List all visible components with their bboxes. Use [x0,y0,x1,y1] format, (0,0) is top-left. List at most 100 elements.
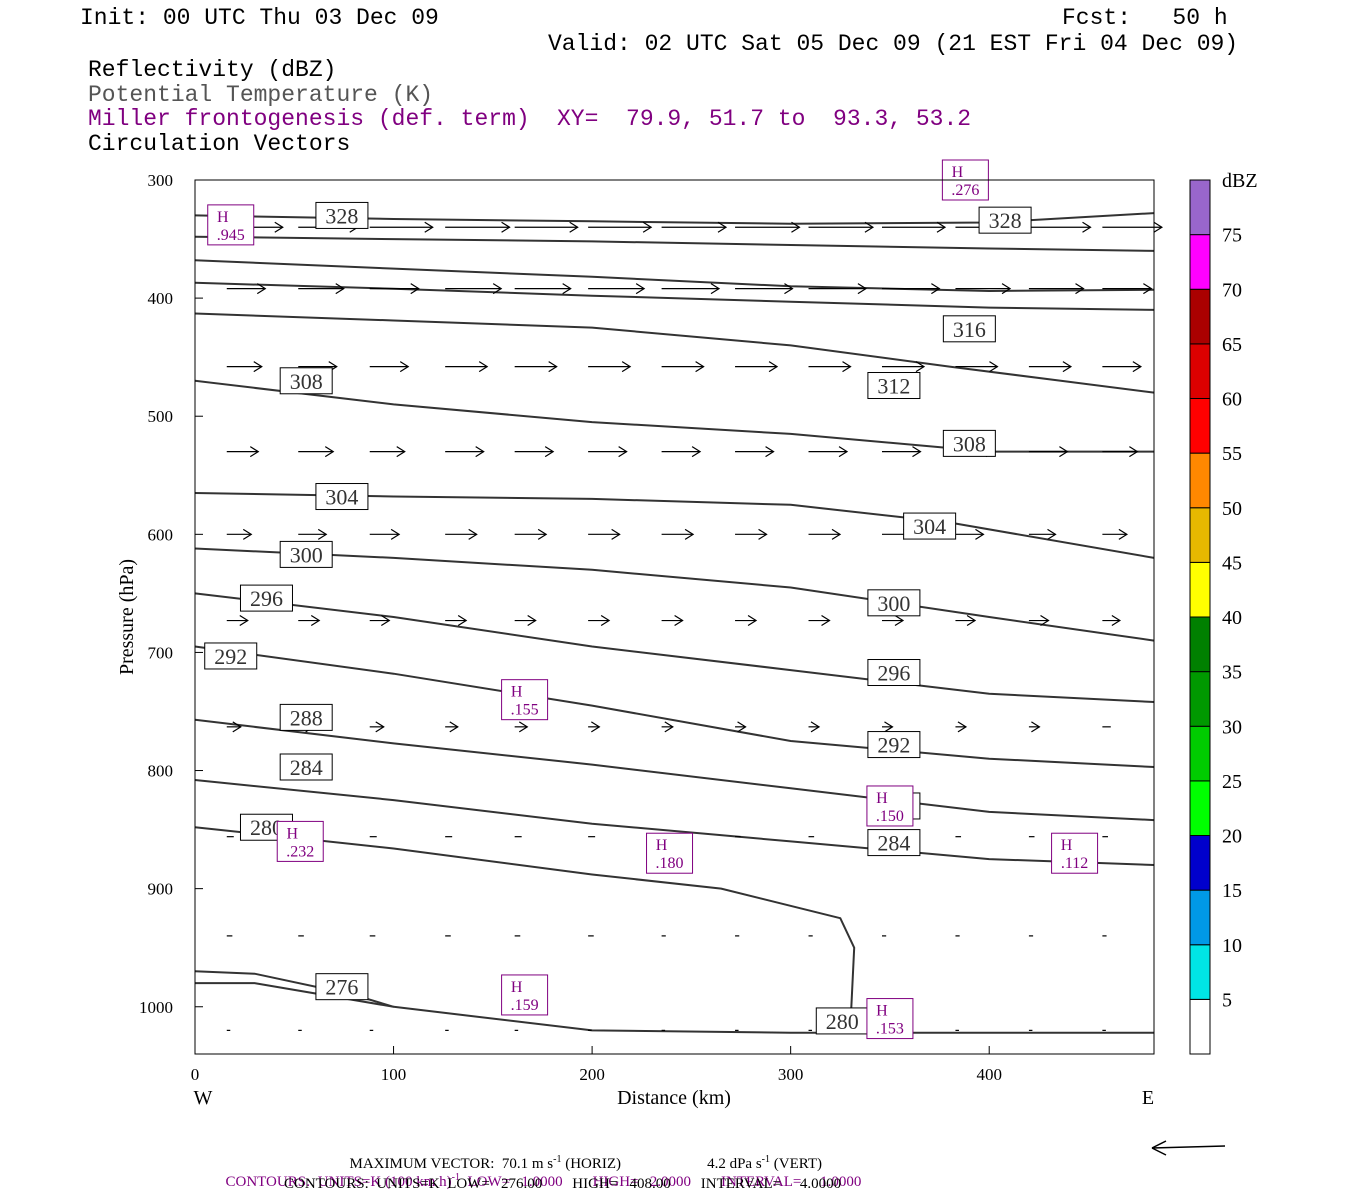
contour-label-box-0-0 [315,201,369,229]
vector-head-0-2 [424,221,434,233]
vector-head-1-4 [562,283,572,295]
colorbar-label-5: 30 [1222,716,1242,738]
x-axis-label: Distance (km) [617,1087,731,1109]
max-vector-horiz-sup: -1 [553,1154,562,1165]
vector-head-1-2 [410,283,420,295]
fronto-max-value-6: .112 [1061,855,1088,872]
theta-contour-7 [194,547,1155,642]
vector-head-3-9 [912,446,922,458]
vector-head-4-5 [611,528,621,540]
contour-label-box-4-0 [942,315,996,343]
fronto-max-value-5: .180 [656,855,684,872]
colorbar-label-12: 65 [1222,334,1242,356]
vector-head-2-10 [989,361,999,373]
fronto-contour-range: LOW= 1.0000 HIGH= 2.0000 INTERVAL= 1.000… [459,1174,862,1190]
colorbar-label-4: 25 [1222,771,1242,793]
vector-head-2-5 [621,361,632,373]
theta-contour-10 [194,718,1155,822]
vector-head-3-1 [324,446,335,458]
vector-head-4-12 [1118,528,1129,540]
colorbar-cell-14 [1189,179,1211,236]
theta-contour-2 [194,259,1155,293]
colorbar-label-14: 75 [1222,225,1242,247]
fronto-max-type-7: H [511,979,523,996]
fronto-max-value-1: .276 [951,182,979,199]
vector-head-5-11 [1040,615,1050,627]
vector-head-5-7 [747,615,758,627]
vector-head-3-11 [1059,446,1069,458]
vector-head-0-6 [717,221,728,233]
y-tick-label-7: 1000 [139,998,173,1017]
fronto-max-value-2: .155 [511,702,539,719]
axes: 0 100 200 300 400 300 400 500 600 700 800 900 1000 [139,171,1002,1084]
vector-head-4-1 [317,528,328,540]
fronto-max-value-3: .150 [876,808,904,825]
contour-label-box-14-0 [315,973,369,1001]
y-tick-label-5: 800 [148,762,174,781]
fronto-max-type-4: H [286,825,298,842]
vector-head-6-6 [664,721,674,733]
theta-contour-12 [194,826,856,1031]
fronto-contour-units: CONTOURS: UNITS=K (100 km h) [225,1174,452,1190]
vector-head-6-10 [957,721,968,733]
fronto-max-box-0 [207,204,255,246]
vector-head-0-0 [274,221,284,233]
y-tick-label-4: 700 [148,643,174,662]
contour-label-4-0: 316 [953,317,986,342]
colorbar-label-9: 50 [1222,498,1242,520]
vector-head-5-1 [310,615,321,627]
west-label: W [194,1087,213,1109]
contour-label-box-7-1 [903,512,957,540]
vector-head-1-5 [635,283,646,295]
colorbar-label-0: 5 [1222,989,1232,1011]
vector-head-1-0 [256,283,267,295]
contour-label-12-1: 284 [877,831,910,856]
y-tick-label-2: 500 [148,407,174,426]
contour-label-12-0: 284 [290,755,323,780]
colorbar-label-2: 15 [1222,880,1242,902]
fronto-max-box-4 [276,820,324,862]
fronto-max-box-6 [1051,832,1099,874]
colorbar-title: dBZ [1222,170,1258,192]
contour-label-6-0: 308 [290,369,323,394]
theta-contour-4 [194,312,1155,394]
vector-head-6-0 [232,721,242,733]
colorbar-cell-0 [1189,944,1211,1000]
vector-head-4-11 [1047,528,1057,540]
vector-head-1-6 [710,283,721,295]
contour-label-box-6-1 [942,429,996,457]
fronto-max-type-3: H [876,790,888,807]
fronto-max-type-8: H [876,1003,888,1020]
valid-time: Valid: 02 UTC Sat 05 Dec 09 (21 EST Fri … [548,31,1239,57]
theta-contour-13 [194,970,394,1008]
east-label: E [1142,1087,1154,1109]
x-tick-label-1: 100 [381,1065,407,1084]
vector-head-2-8 [842,361,852,373]
contour-label-7-1: 304 [913,514,946,539]
contour-label-box-6-0 [279,367,333,395]
vector-head-0-8 [864,221,875,233]
vector-head-6-2 [375,721,385,733]
vector-head-6-3 [449,721,459,733]
colorbar-cell-13 [1189,234,1211,290]
contour-label-box-5-0 [867,372,921,400]
contour-label-box-12-1 [867,829,921,857]
colorbar-cell-7 [1189,561,1211,618]
vector-head-3-12 [1129,446,1139,458]
colorbar-label-1: 10 [1222,935,1242,957]
fronto-max-value-4: .232 [286,843,314,860]
x-tick-label-4: 400 [976,1065,1002,1084]
vector-head-1-9 [931,283,941,295]
vector-head-2-12 [1132,361,1143,373]
vector-head-5-8 [821,615,831,627]
contour-label-box-13-1 [815,1007,869,1035]
vector-head-4-10 [975,528,985,540]
contour-label-9-1: 296 [877,661,910,686]
vector-head-6-5 [591,721,601,733]
vector-head-6-9 [884,721,894,733]
contour-labels: 328 328 316 312 308 308 304 304 300 300 296 296 292 2… [204,201,1032,1035]
vector-head-1-1 [335,283,345,295]
colorbar-cell-5 [1189,671,1211,727]
